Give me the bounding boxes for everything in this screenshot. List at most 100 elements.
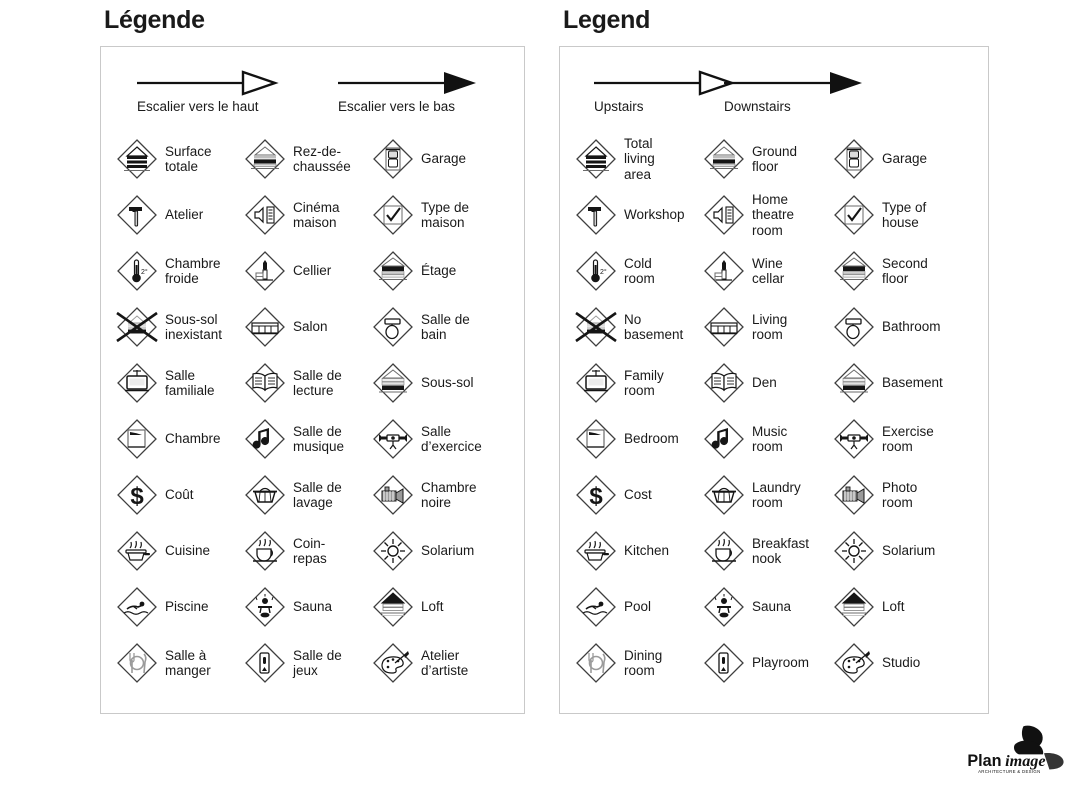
legend-item-label: Workshop [624, 207, 685, 223]
legend-item-label-line: Rez-de- [293, 143, 342, 159]
legend-item-label: Salle de lavage [293, 480, 342, 511]
legend-item: 2° Cold room [574, 243, 702, 299]
legend-item-label-line: Salle à [165, 647, 207, 663]
legend-item-label-line: maison [293, 215, 337, 230]
legend-item-label-line: basement [624, 327, 684, 342]
legend-item-label: Breakfast nook [752, 536, 809, 567]
breakfast-nook-cup-icon [702, 529, 746, 573]
cost-dollar-icon: $ [115, 473, 159, 517]
legend-item: Garage [371, 131, 506, 187]
legend-item-label-line: Solarium [421, 543, 475, 559]
legend-item-label-line: Étage [421, 263, 457, 279]
ground-floor-icon [243, 137, 287, 181]
legend-item-label: Atelier d’artiste [421, 648, 468, 679]
legend-item-label-line: manger [165, 663, 211, 678]
legend-item-label-line: Loft [882, 599, 905, 615]
legend-item-label-line: Pool [624, 599, 652, 615]
legend-item-label-line: area [624, 166, 652, 182]
legend-item: Sous-sol inexistant [115, 299, 243, 355]
legend-item-label: Second floor [882, 256, 928, 287]
studio-palette-icon [832, 641, 876, 685]
legend-item: Ground floor [702, 131, 832, 187]
legend-item-label-line: room [752, 495, 783, 510]
garage-icon [371, 137, 415, 181]
legend-item-label: Ground floor [752, 144, 797, 175]
legend-item-label-line: Home [752, 191, 789, 207]
legend-box-french: Escalier vers le haut Escalier vers le ba… [100, 46, 525, 714]
legend-item-label-line: repas [293, 551, 327, 566]
legend-item-label: Loft [421, 599, 444, 615]
type-of-house-icon [371, 193, 415, 237]
cold-room-thermometer-icon: 2° [574, 249, 618, 293]
stairs-label: Escalier vers le haut [137, 99, 259, 114]
home-theatre-icon [702, 193, 746, 237]
legend-item-label-line: cellar [752, 271, 785, 286]
svg-text:2°: 2° [141, 268, 148, 276]
wine-cellar-icon [702, 249, 746, 293]
legend-item: Photo room [832, 467, 972, 523]
legend-item: $ Cost [574, 467, 702, 523]
workshop-hammer-icon [574, 193, 618, 237]
legend-item: Salle de musique [243, 411, 371, 467]
legend-item-label-line: Basement [882, 375, 943, 391]
legend-item-label-line: Chambre [421, 479, 477, 495]
legend-item: Laundry room [702, 467, 832, 523]
page-title-french: Légende [104, 6, 205, 34]
legend-item: Second floor [832, 243, 972, 299]
family-room-tv-icon [115, 361, 159, 405]
legend-item-label-line: Salle de [293, 479, 342, 495]
exercise-room-weights-icon [371, 417, 415, 461]
legend-item-label-line: Laundry [752, 479, 801, 495]
legend-item-label: Music room [752, 424, 787, 455]
legend-item-label-line: Cellier [293, 263, 332, 279]
legend-item-label-line: Sous-sol [421, 375, 474, 391]
legend-item-label-line: noire [421, 495, 452, 510]
planimage-logo-mark: Plan image ARCHITECTURE & DESIGN [967, 725, 1064, 774]
legend-item: Loft [371, 579, 506, 635]
type-of-house-icon [832, 193, 876, 237]
legend-item-label: Sauna [293, 599, 332, 615]
cost-dollar-icon: $ [574, 473, 618, 517]
legend-item: Coin-repas [243, 523, 371, 579]
legend-item-label-line: jeux [293, 663, 318, 678]
legend-item-label: Chambre noire [421, 480, 477, 511]
legend-item-label-line: No [624, 311, 642, 327]
legend-item-label-line: Exercise [882, 423, 934, 439]
logo-text-plan: Plan [967, 752, 1001, 770]
legend-item: Étage [371, 243, 506, 299]
living-room-sofa-icon [702, 305, 746, 349]
legend-item-label-line: Loft [421, 599, 444, 615]
sauna-icon [702, 585, 746, 629]
family-room-tv-icon [574, 361, 618, 405]
bathroom-toilet-icon [371, 305, 415, 349]
legend-item-label-line: familiale [165, 383, 215, 398]
legend-item-label: Laundry room [752, 480, 801, 511]
legend-item-label-line: Salle de [293, 647, 342, 663]
legend-item-label-line: Cold [624, 255, 652, 271]
legend-item-label: Home theatre room [752, 192, 794, 239]
legend-item: Bathroom [832, 299, 972, 355]
legend-item: No basement [574, 299, 702, 355]
svg-text:$: $ [589, 483, 603, 510]
dining-room-cutlery-icon [115, 641, 159, 685]
loft-icon [371, 585, 415, 629]
solarium-sun-icon [371, 529, 415, 573]
legend-panel-french: Légende Escalier vers le haut Escalier ve… [100, 0, 525, 714]
legend-item: $ Coût [115, 467, 243, 523]
legend-item-label-line: living [624, 151, 655, 167]
legend-item-label: Cuisine [165, 543, 210, 559]
legend-item-label-line: room [752, 439, 783, 454]
stairs-row-english: Upstairs Downstairs [574, 63, 978, 131]
living-room-sofa-icon [243, 305, 287, 349]
legend-item-label: Family room [624, 368, 664, 399]
legend-item-label-line: room [624, 271, 655, 286]
legend-item: Den [702, 355, 832, 411]
legend-item-label: Salle de lecture [293, 368, 342, 399]
legend-item-label-line: Den [752, 375, 777, 391]
legend-item-label-line: Photo [882, 479, 918, 495]
basement-icon [832, 361, 876, 405]
legend-item-label: Cinéma maison [293, 200, 340, 231]
legend-item-label-line: Playroom [752, 655, 810, 671]
pool-swimmer-icon [115, 585, 159, 629]
